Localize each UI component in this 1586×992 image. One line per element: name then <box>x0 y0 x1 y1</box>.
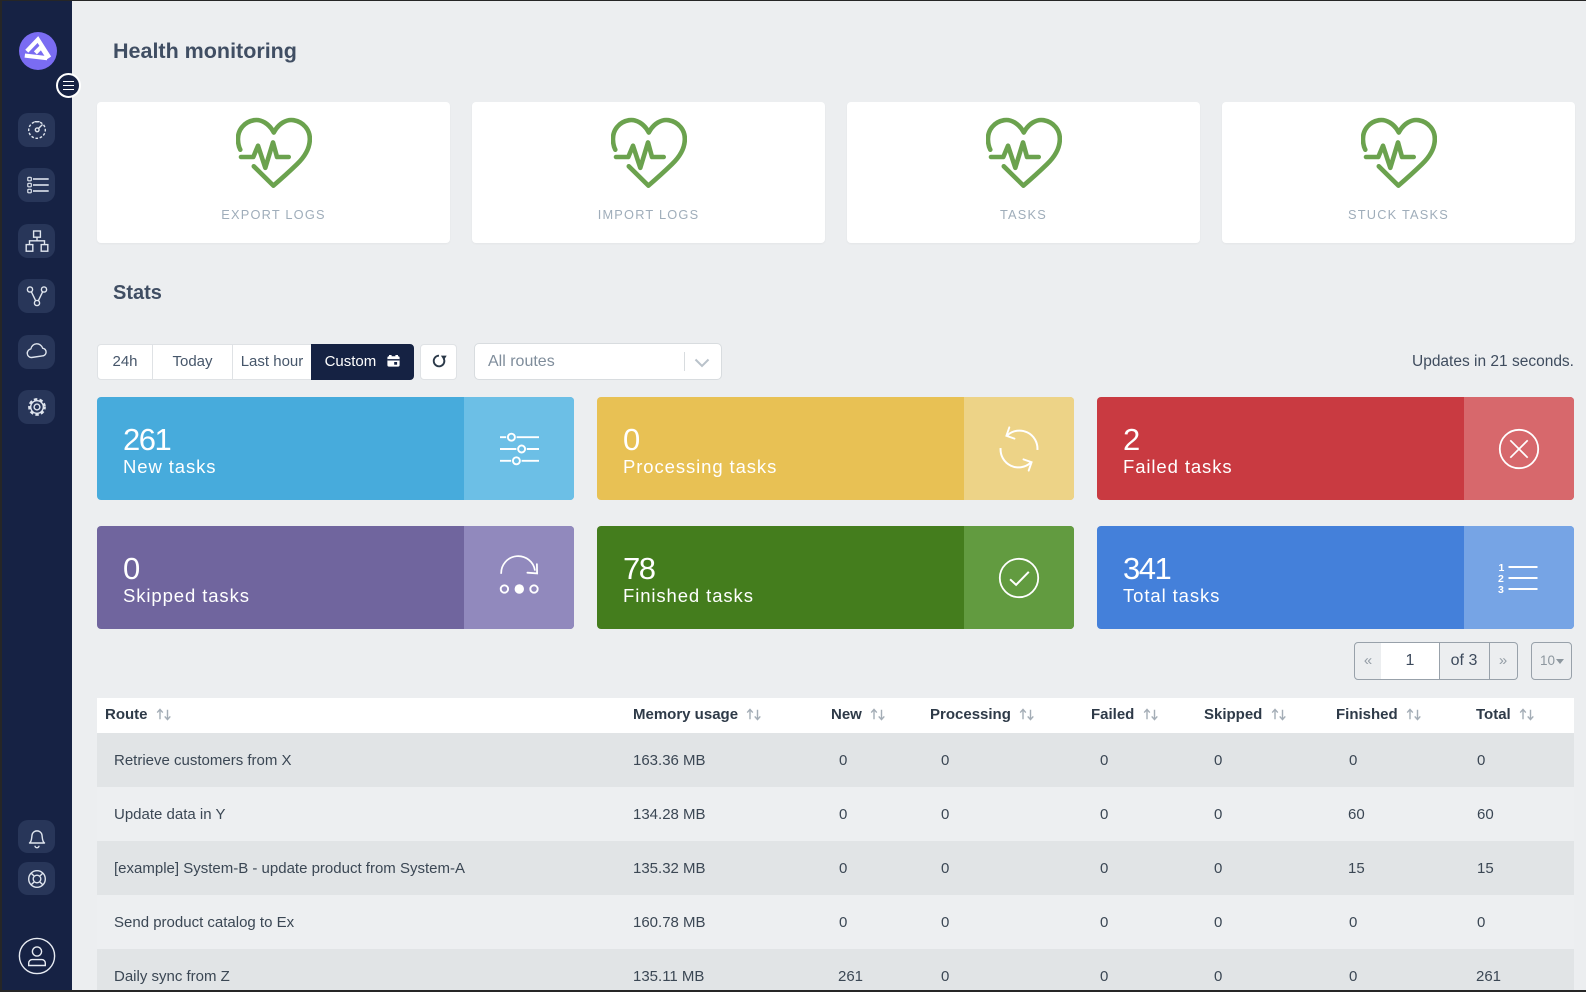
svg-text:3: 3 <box>1498 583 1504 595</box>
svg-text:1: 1 <box>1499 561 1505 573</box>
svg-text:2: 2 <box>1498 572 1504 584</box>
